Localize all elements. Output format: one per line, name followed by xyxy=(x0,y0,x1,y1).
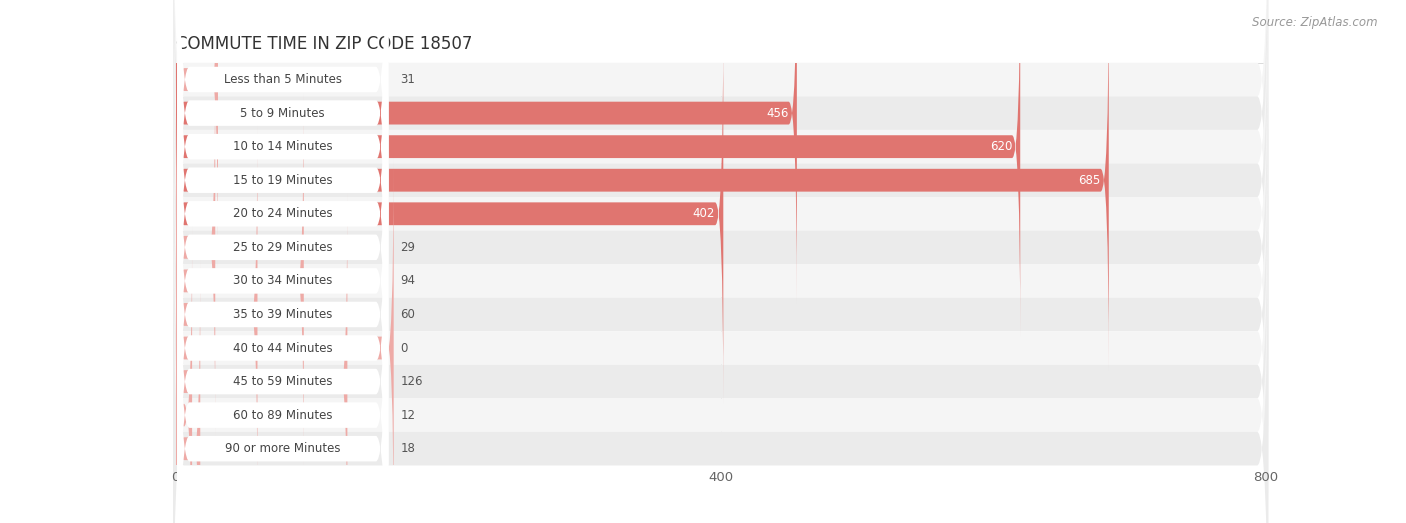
FancyBboxPatch shape xyxy=(177,0,388,369)
FancyBboxPatch shape xyxy=(173,0,1268,399)
FancyBboxPatch shape xyxy=(177,25,388,523)
FancyBboxPatch shape xyxy=(177,126,388,523)
FancyBboxPatch shape xyxy=(176,24,723,404)
FancyBboxPatch shape xyxy=(176,91,304,471)
FancyBboxPatch shape xyxy=(176,0,1021,337)
Text: 10 to 14 Minutes: 10 to 14 Minutes xyxy=(233,140,332,153)
FancyBboxPatch shape xyxy=(173,197,1268,523)
Text: 685: 685 xyxy=(1078,174,1101,187)
Text: 94: 94 xyxy=(401,275,416,288)
Text: 35 to 39 Minutes: 35 to 39 Minutes xyxy=(233,308,332,321)
Text: 90 or more Minutes: 90 or more Minutes xyxy=(225,442,340,455)
FancyBboxPatch shape xyxy=(177,0,388,402)
FancyBboxPatch shape xyxy=(176,124,257,504)
FancyBboxPatch shape xyxy=(173,0,1268,432)
Text: 0: 0 xyxy=(401,342,408,355)
Text: Less than 5 Minutes: Less than 5 Minutes xyxy=(224,73,342,86)
FancyBboxPatch shape xyxy=(176,0,797,303)
FancyBboxPatch shape xyxy=(177,160,388,523)
Text: 40 to 44 Minutes: 40 to 44 Minutes xyxy=(233,342,332,355)
Text: 30 to 34 Minutes: 30 to 34 Minutes xyxy=(233,275,332,288)
Text: 402: 402 xyxy=(693,207,716,220)
FancyBboxPatch shape xyxy=(176,225,193,523)
FancyBboxPatch shape xyxy=(177,0,388,470)
FancyBboxPatch shape xyxy=(177,0,388,436)
FancyBboxPatch shape xyxy=(173,130,1268,523)
FancyBboxPatch shape xyxy=(177,0,388,503)
Text: 20 to 24 Minutes: 20 to 24 Minutes xyxy=(233,207,332,220)
Text: 60: 60 xyxy=(401,308,415,321)
FancyBboxPatch shape xyxy=(173,63,1268,523)
FancyBboxPatch shape xyxy=(177,0,388,523)
FancyBboxPatch shape xyxy=(173,0,1268,465)
FancyBboxPatch shape xyxy=(173,29,1268,523)
Text: Source: ZipAtlas.com: Source: ZipAtlas.com xyxy=(1253,16,1378,29)
FancyBboxPatch shape xyxy=(173,96,1268,523)
FancyBboxPatch shape xyxy=(173,0,1268,365)
Text: 45 to 59 Minutes: 45 to 59 Minutes xyxy=(233,375,332,388)
Text: 18: 18 xyxy=(401,442,415,455)
Text: 456: 456 xyxy=(766,107,789,120)
FancyBboxPatch shape xyxy=(176,0,218,269)
FancyBboxPatch shape xyxy=(176,158,394,523)
Text: 5 to 9 Minutes: 5 to 9 Minutes xyxy=(240,107,325,120)
FancyBboxPatch shape xyxy=(173,163,1268,523)
Text: 12: 12 xyxy=(401,408,416,422)
Text: 29: 29 xyxy=(401,241,416,254)
Text: 31: 31 xyxy=(401,73,415,86)
Text: 25 to 29 Minutes: 25 to 29 Minutes xyxy=(233,241,332,254)
FancyBboxPatch shape xyxy=(176,58,215,437)
Text: 126: 126 xyxy=(401,375,423,388)
FancyBboxPatch shape xyxy=(177,92,388,523)
Text: 620: 620 xyxy=(990,140,1012,153)
FancyBboxPatch shape xyxy=(177,59,388,523)
FancyBboxPatch shape xyxy=(173,0,1268,331)
FancyBboxPatch shape xyxy=(176,0,1109,370)
Text: 15 to 19 Minutes: 15 to 19 Minutes xyxy=(233,174,332,187)
FancyBboxPatch shape xyxy=(176,259,200,523)
Text: 60 to 89 Minutes: 60 to 89 Minutes xyxy=(233,408,332,422)
FancyBboxPatch shape xyxy=(176,191,347,523)
FancyBboxPatch shape xyxy=(177,0,388,523)
FancyBboxPatch shape xyxy=(173,0,1268,499)
Text: COMMUTE TIME IN ZIP CODE 18507: COMMUTE TIME IN ZIP CODE 18507 xyxy=(176,35,472,53)
